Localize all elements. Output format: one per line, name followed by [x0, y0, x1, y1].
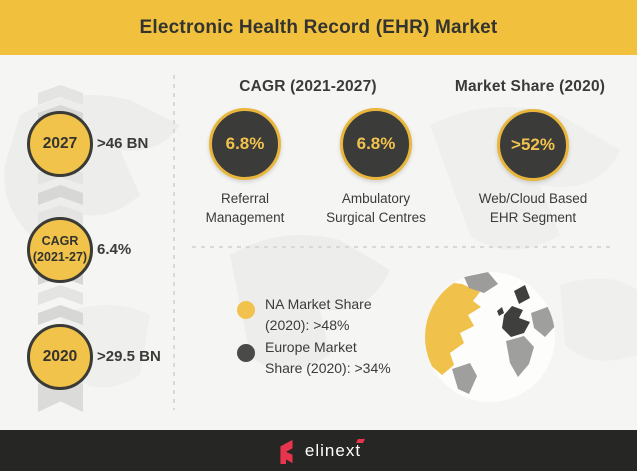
timeline-value-2020: >29.5 BN: [97, 348, 161, 365]
stat-label-web-cloud-ehr: Web/Cloud Based EHR Segment: [453, 190, 613, 228]
vertical-dashed-divider: [173, 75, 175, 410]
timeline-node-cagr: CAGR (2021-27): [27, 217, 93, 283]
horizontal-dashed-divider: [192, 246, 612, 248]
stat-label-line: Ambulatory: [341, 191, 411, 206]
header-bar: Electronic Health Record (EHR) Market: [0, 0, 637, 55]
stat-label-line: Surgical Centres: [326, 209, 426, 225]
stat-value: 6.8%: [356, 134, 396, 153]
stat-circle-ambulatory-surgical: 6.8%: [340, 108, 412, 180]
chevron-icon: [38, 185, 83, 205]
timeline-node-label: CAGR: [41, 234, 79, 249]
legend-text-line: Europe Market: [265, 339, 357, 355]
stat-circle-referral-management: 6.8%: [209, 108, 281, 180]
elinext-brand-text: elinext: [304, 440, 362, 460]
chevron-icon: [38, 285, 83, 305]
legend-text-line: (2020): >48%: [265, 317, 350, 333]
timeline-node-label: 2020: [42, 348, 78, 365]
cagr-section-heading: CAGR (2021-2027): [239, 78, 377, 95]
stat-value: >52%: [511, 135, 555, 154]
legend-dot-europe-icon: [237, 344, 255, 362]
market-share-section-heading: Market Share (2020): [454, 78, 606, 95]
page-title: Electronic Health Record (EHR) Market: [139, 16, 498, 38]
footer-bar: elinext: [0, 430, 637, 471]
timeline-node-sublabel: (2021-27): [32, 250, 88, 264]
legend-dot-na-icon: [237, 301, 255, 319]
chevron-icon: [38, 85, 83, 105]
legend-text-line: Share (2020): >34%: [265, 360, 391, 376]
timeline-node-label: 2027: [42, 135, 78, 152]
stat-value: 6.8%: [225, 134, 265, 153]
legend-item-na: NA Market Share (2020): >48%: [265, 294, 372, 336]
stat-label-line: Referral: [220, 191, 269, 206]
timeline-value-cagr: 6.4%: [97, 241, 132, 258]
legend-text-line: NA Market Share: [265, 296, 372, 312]
stat-label-ambulatory-surgical: Ambulatory Surgical Centres: [296, 190, 456, 228]
stat-circle-web-cloud-ehr: >52%: [497, 109, 569, 181]
elinext-logo-icon: [280, 439, 293, 464]
world-globe-icon: [425, 272, 555, 402]
chevron-icon: [38, 305, 83, 325]
legend-item-europe: Europe Market Share (2020): >34%: [265, 337, 391, 379]
timeline-node-2027: 2027: [27, 111, 93, 177]
stat-label-line: EHR Segment: [489, 209, 577, 225]
timeline-node-2020: 2020: [27, 324, 93, 390]
stat-label-line: Management: [205, 209, 285, 225]
stat-label-line: Web/Cloud Based: [478, 191, 588, 206]
timeline-value-2027: >46 BN: [97, 135, 149, 152]
stat-label-referral-management: Referral Management: [170, 190, 320, 228]
